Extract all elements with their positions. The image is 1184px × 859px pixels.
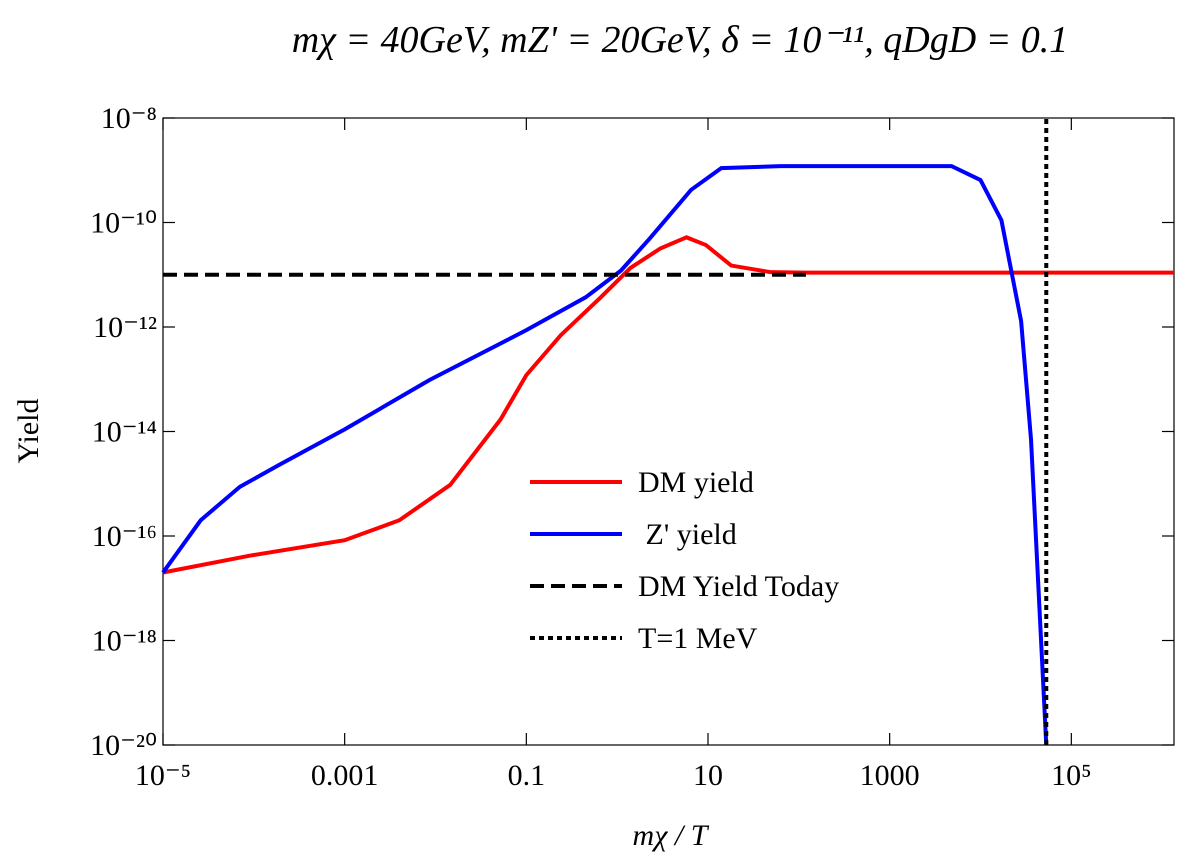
legend-label: DM yield: [638, 466, 754, 499]
x-tick-label: 10⁻⁵: [135, 759, 191, 792]
x-tick-label: 0.001: [311, 759, 379, 792]
legend-label: T=1 MeV: [638, 622, 758, 655]
y-tick-label: 10⁻¹²: [93, 311, 157, 344]
y-axis-label: Yield: [12, 399, 45, 464]
y-tick-label: 10⁻¹⁸: [92, 625, 157, 658]
x-tick-label: 1000: [860, 759, 920, 792]
x-tick-label: 0.1: [508, 759, 546, 792]
x-axis-label: mχ / T: [633, 819, 710, 852]
series-line: [162, 235, 1174, 575]
y-tick-label: 10⁻⁸: [101, 102, 157, 135]
legend-label: Z' yield: [638, 518, 737, 551]
y-tick-label: 10⁻²⁰: [90, 729, 157, 762]
series-line: [161, 164, 1049, 746]
chart-title: mχ = 40GeV, mZ' = 20GeV, δ = 10⁻¹¹, qDgD…: [292, 19, 1069, 61]
x-tick-label: 10: [693, 759, 723, 792]
y-tick-label: 10⁻¹⁶: [92, 520, 157, 553]
y-tick-label: 10⁻¹⁰: [90, 207, 157, 240]
legend-label: DM Yield Today: [638, 570, 839, 603]
y-tick-label: 10⁻¹⁴: [92, 416, 157, 449]
x-tick-label: 10⁵: [1051, 759, 1091, 792]
